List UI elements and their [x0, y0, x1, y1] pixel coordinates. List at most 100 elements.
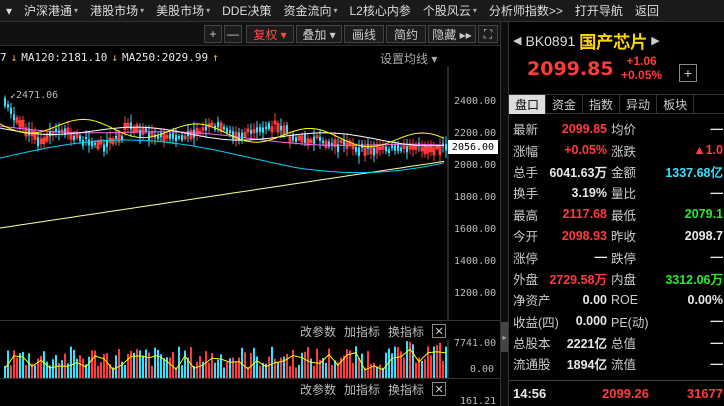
menu-item-label: ▾ [6, 3, 13, 18]
tick-time: 14:56 [513, 386, 547, 401]
menu-item-label: 美股市场 [156, 4, 205, 18]
tick-volume: 31677 [686, 386, 723, 401]
hide-panel-button[interactable]: 隐藏 ▸▸ [428, 25, 476, 43]
quote-row: 涨幅 +0.05% 涨跌 ▲1.0 [509, 139, 724, 160]
tab-3[interactable]: 异动 [620, 95, 658, 114]
down-arrow-icon: ↓ [111, 50, 118, 64]
menu-item-8[interactable]: 分析师指数>> [483, 0, 569, 21]
quote-value: 1894亿 [566, 358, 607, 373]
quote-label: 总手 [513, 165, 539, 180]
divider [0, 378, 500, 379]
price-axis-label: 2200.00 [454, 128, 497, 139]
add-watchlist-button[interactable]: + [679, 64, 697, 82]
menu-item-10[interactable]: 返回 [629, 0, 665, 21]
ma-legend: 7 ↓ MA120:2181.10 ↓ MA250:2029.99 ↑ [0, 48, 219, 66]
zoom-in-button[interactable]: + [204, 25, 222, 43]
next-security-icon[interactable]: ▶ [651, 35, 660, 47]
quote-label: 总股本 [513, 337, 551, 352]
menu-item-label: DDE决策 [222, 4, 272, 18]
current-price-tag: 2056.00 [448, 140, 498, 154]
restore-rights-dropdown[interactable]: 复权 ▾ [246, 25, 294, 43]
quote-value: — [710, 121, 724, 136]
price-axis-label: 1800.00 [454, 192, 497, 203]
ma60-line [0, 125, 445, 146]
quote-label: 最高 [513, 208, 539, 223]
overlay-dropdown[interactable]: 叠加 ▾ [296, 25, 342, 43]
menu-item-4[interactable]: DDE决策 [216, 0, 277, 21]
quote-label: 均价 [611, 123, 637, 138]
add-indicator-button[interactable]: 加指标 [344, 382, 381, 397]
menu-item-5[interactable]: 资金流向 ▾ [277, 0, 343, 21]
quote-label: 量比 [611, 187, 637, 202]
security-code: BK0891 [525, 32, 576, 49]
quote-row: 涨停 — 跌停 — [509, 246, 724, 267]
draw-line-button[interactable]: 画线 [344, 25, 384, 43]
params-button[interactable]: 改参数 [300, 324, 337, 339]
volume-bars [4, 341, 447, 378]
candlestick-series [4, 95, 447, 164]
panel-splitter[interactable]: ▸ [500, 22, 508, 406]
ma-legend-prefix: 7 [0, 50, 7, 64]
menu-item-7[interactable]: 个股风云 ▾ [417, 0, 483, 21]
last-price: 2099.85 [527, 58, 614, 80]
change-percent: +0.05% [621, 68, 663, 82]
set-ma-dropdown[interactable]: 设置均线 ▾ [380, 52, 438, 66]
volume-ma-line [4, 348, 447, 371]
menu-item-0[interactable]: ▾ [0, 0, 18, 21]
up-arrow-icon: ↑ [212, 50, 219, 64]
zoom-out-button[interactable]: — [224, 25, 242, 43]
tab-4[interactable]: 板块 [657, 95, 695, 114]
quote-table: 最新 2099.85 均价 — 涨幅 +0.05% 涨跌 ▲1.0 总手 6041.63万 金额 13… [509, 118, 724, 375]
quote-label: 净资产 [513, 294, 551, 309]
quote-value: 0.000 [575, 314, 607, 329]
quote-value: 2729.58万 [549, 272, 607, 287]
simple-mode-button[interactable]: 简约 [386, 25, 426, 43]
chevron-down-icon: ▾ [74, 6, 79, 15]
tab-2[interactable]: 指数 [583, 95, 621, 114]
menu-item-label: 沪深港通 [24, 4, 73, 18]
prev-security-icon[interactable]: ◀ [513, 35, 522, 47]
quote-value: — [710, 250, 724, 265]
quote-value: 3312.06万 [665, 272, 723, 287]
menu-item-1[interactable]: 沪深港通 ▾ [18, 0, 84, 21]
params-button[interactable]: 改参数 [300, 382, 337, 397]
high-marker-icon: ↙ [10, 90, 17, 101]
volume-chart[interactable] [0, 340, 500, 378]
quote-header: ◀ BK0891 国产芯片 ▶ 2099.85 +1.06 +0.05% + [509, 22, 724, 92]
latest-tick: 14:56 2099.26 31677 [509, 380, 724, 406]
menu-item-2[interactable]: 港股市场 ▾ [84, 0, 150, 21]
quote-value: 0.00% [687, 292, 723, 307]
ma30-line [0, 126, 445, 147]
change-indicator-button[interactable]: 换指标 [388, 324, 425, 339]
quote-value: 3.19% [571, 185, 607, 200]
quote-label: 今开 [513, 230, 539, 245]
fullscreen-icon[interactable]: ⛶ [478, 25, 498, 43]
quote-panel: ◀ BK0891 国产芯片 ▶ 2099.85 +1.06 +0.05% + 盘… [508, 22, 724, 406]
quote-label: 内盘 [611, 272, 637, 287]
chart-toolbar: + — 复权 ▾ 叠加 ▾ 画线 简约 隐藏 ▸▸ ⛶ [0, 22, 500, 46]
menu-item-3[interactable]: 美股市场 ▾ [150, 0, 216, 21]
menu-item-9[interactable]: 打开导航 [569, 0, 629, 21]
menu-item-label: 个股风云 [422, 4, 471, 18]
price-axis-label: 2000.00 [454, 160, 497, 171]
close-icon[interactable]: ✕ [432, 382, 447, 396]
tab-0[interactable]: 盘口 [509, 95, 547, 114]
quote-value: 0.00 [582, 292, 607, 307]
quote-tabs: 盘口 资金 指数 异动 板块 [509, 94, 724, 114]
close-icon[interactable]: ✕ [432, 324, 447, 338]
down-arrow-icon: ↓ [10, 50, 18, 64]
quote-value: — [710, 335, 724, 350]
quote-value: +0.05% [564, 143, 607, 158]
splitter-handle-icon[interactable]: ▸ [501, 322, 508, 352]
price-axis-label: 1600.00 [454, 224, 497, 235]
ma250-line [0, 160, 445, 229]
add-indicator-button[interactable]: 加指标 [344, 324, 381, 339]
kline-chart[interactable] [0, 66, 500, 320]
tab-1[interactable]: 资金 [546, 95, 584, 114]
change-indicator-button[interactable]: 换指标 [388, 382, 425, 397]
menu-item-label: 打开导航 [574, 4, 623, 18]
quote-label: 涨幅 [513, 144, 539, 159]
sub2-axis-top: 161.21 [460, 396, 497, 406]
menu-item-6[interactable]: L2核心内参 [344, 0, 417, 21]
quote-value: — [710, 185, 724, 200]
